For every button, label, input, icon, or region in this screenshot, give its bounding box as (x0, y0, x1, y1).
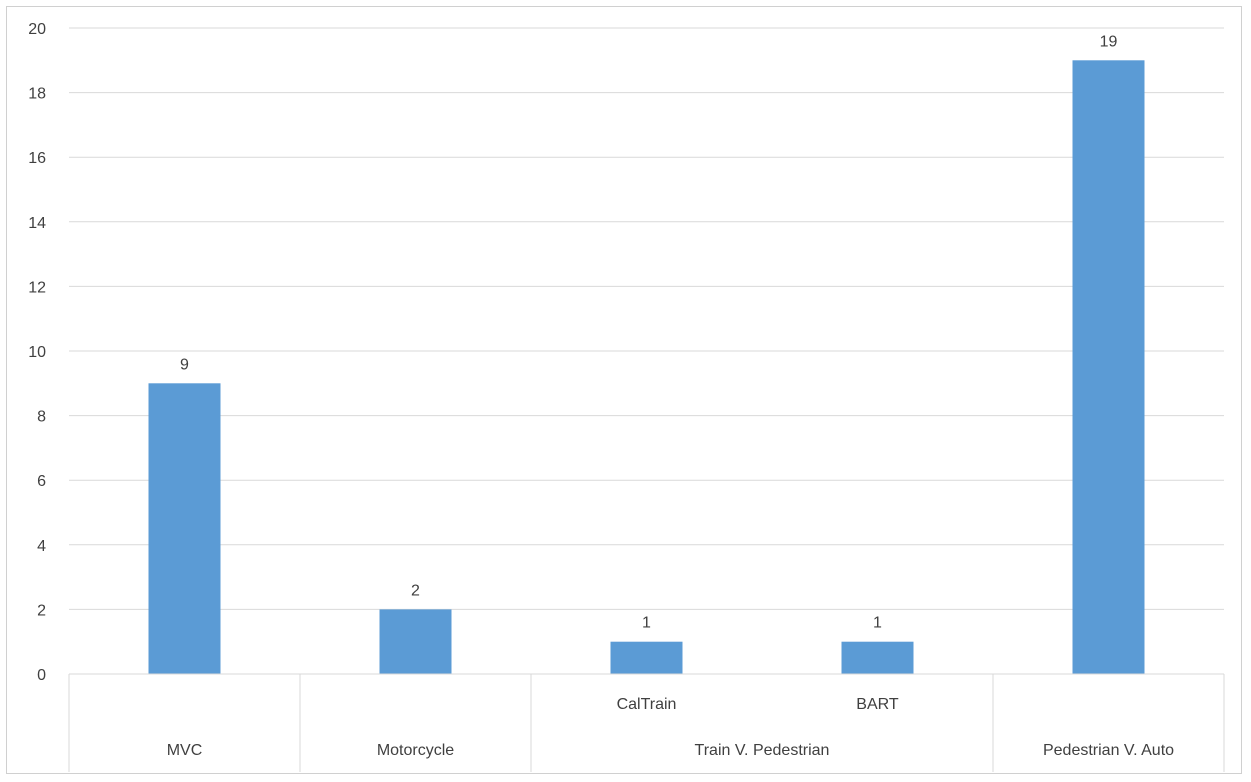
y-tick-label: 4 (37, 538, 46, 555)
y-tick-label: 0 (37, 667, 46, 684)
x-category-label: Pedestrian V. Auto (1043, 742, 1174, 759)
data-label: 19 (1100, 33, 1118, 50)
y-tick-label: 10 (28, 344, 46, 361)
data-label: 2 (411, 582, 420, 599)
bar (148, 383, 221, 674)
y-tick-label: 20 (28, 21, 46, 38)
data-label: 1 (642, 615, 651, 632)
x-category-label: Train V. Pedestrian (695, 742, 830, 759)
y-tick-label: 16 (28, 150, 46, 167)
x-sub-category-label: BART (856, 696, 899, 713)
y-tick-label: 8 (37, 409, 46, 426)
bar (610, 641, 683, 674)
x-category-label: MVC (167, 742, 203, 759)
y-tick-label: 2 (37, 602, 46, 619)
y-tick-label: 6 (37, 473, 46, 490)
y-tick-label: 14 (28, 215, 46, 232)
y-tick-label: 12 (28, 279, 46, 296)
y-tick-label: 18 (28, 86, 46, 103)
bar (1072, 60, 1145, 675)
data-label: 1 (873, 615, 882, 632)
data-label: 9 (180, 356, 189, 373)
x-sub-category-label: CalTrain (617, 696, 677, 713)
bar (379, 609, 452, 674)
bar (841, 641, 914, 674)
x-category-label: Motorcycle (377, 742, 454, 759)
